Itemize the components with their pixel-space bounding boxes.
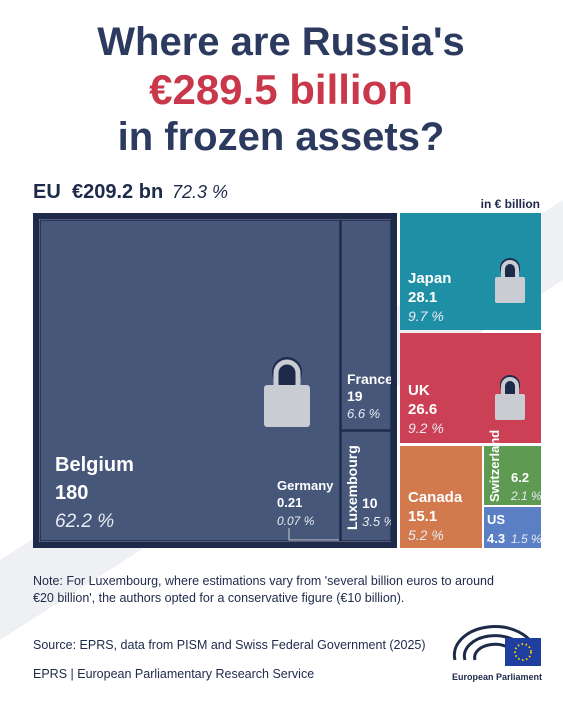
tile-name: France [347, 371, 393, 387]
tile-value: 19 [347, 388, 363, 404]
tile-name: US [487, 512, 505, 527]
group-share: 72.3 % [172, 182, 228, 202]
tile-name: Belgium [55, 454, 134, 476]
tile-value: 180 [55, 482, 88, 504]
tile [400, 446, 482, 548]
title-line: in frozen assets? [118, 115, 445, 159]
tile-share: 9.7 % [408, 308, 444, 324]
tile-share: 2.1 % [510, 489, 542, 503]
tile-value: 28.1 [408, 289, 437, 306]
ep-logo: European Parliament [452, 625, 542, 682]
group-frame [33, 213, 397, 548]
tile-name: Germany [277, 478, 334, 493]
lock-icons [264, 258, 525, 427]
tile-value: 26.6 [408, 401, 437, 418]
group-name: EU [33, 181, 61, 203]
tile-value: 4.3 [487, 531, 505, 546]
tile-share: 3.5 % [362, 514, 395, 529]
tile-name: Japan [408, 270, 451, 287]
tile-value: 10 [362, 495, 378, 511]
tile-name: Switzerland [487, 430, 502, 502]
tile-name: Luxembourg [344, 445, 360, 530]
tile-share: 9.2 % [408, 420, 444, 436]
footer: EPRS | European Parliamentary Research S… [33, 667, 314, 681]
logo-text: European Parliament [452, 672, 542, 682]
title-line: €289.5 billion [149, 66, 413, 113]
tile [340, 430, 392, 542]
tile-name: UK [408, 382, 430, 399]
title-line: Where are Russia's [97, 20, 464, 64]
tile [484, 446, 541, 505]
tile-value: 0.21 [277, 495, 302, 510]
group-value: €209.2 bn [72, 181, 163, 203]
germany-pointer [288, 528, 339, 541]
source: Source: EPRS, data from PISM and Swiss F… [33, 638, 426, 652]
note-line: €20 billion', the authors opted for a co… [33, 591, 404, 605]
tile-share: 6.6 % [347, 406, 380, 421]
note-line: Note: For Luxembourg, where estimations … [33, 574, 494, 588]
tile [484, 507, 541, 548]
tile-name: Canada [408, 489, 463, 506]
tile-value: 15.1 [408, 508, 437, 525]
tile-share: 62.2 % [55, 511, 114, 532]
tile-share: 5.2 % [408, 527, 444, 543]
tile-value: 6.2 [511, 470, 529, 485]
tile-share: 0.07 % [277, 514, 315, 528]
unit-label: in € billion [481, 197, 540, 211]
tile-share: 1.5 % [511, 532, 542, 546]
